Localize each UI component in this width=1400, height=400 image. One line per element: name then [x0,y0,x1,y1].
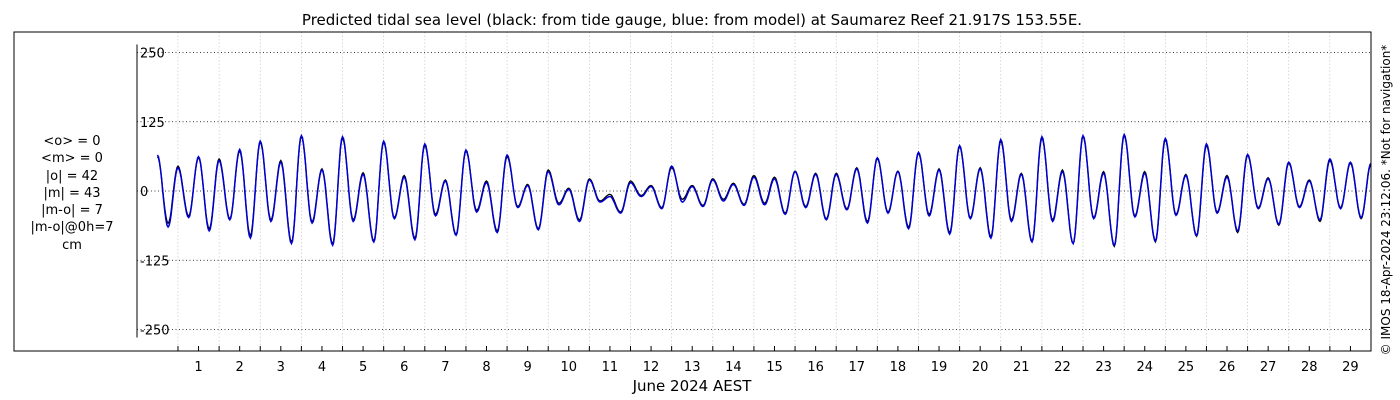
x-tick-label-27: 27 [1260,360,1277,375]
x-tick-label-29: 29 [1342,360,1359,375]
x-tick-label-23: 23 [1095,360,1112,375]
x-tick-label-18: 18 [890,360,907,375]
stats-panel: <o> = 0 <m> = 0 |o| = 42 |m| = 43 |m-o| … [22,133,122,254]
series-lines [156,132,1372,248]
x-tick-label-13: 13 [684,360,701,375]
x-tick-label-7: 7 [441,360,449,375]
gridlines [137,32,1372,351]
x-tick-label-21: 21 [1013,360,1030,375]
x-tick-label-10: 10 [561,360,578,375]
x-tick-label-6: 6 [400,360,408,375]
y-tick-label--125: -125 [140,254,170,269]
x-tick-label-20: 20 [972,360,989,375]
x-tick-label-12: 12 [643,360,660,375]
stat-abs-diff: |m-o| = 7 [41,203,103,219]
x-tick-label-1: 1 [194,360,202,375]
x-tick-label-4: 4 [318,360,326,375]
model-line [156,132,1372,248]
x-tick-label-5: 5 [359,360,367,375]
x-tick-label-16: 16 [807,360,824,375]
stat-abs-model: |m| = 43 [43,185,101,201]
stat-abs-obs: |o| = 42 [45,168,99,184]
x-tick-label-28: 28 [1301,360,1318,375]
x-tick-label-9: 9 [524,360,532,375]
x-tick-label-14: 14 [725,360,742,375]
axes: 1 2 3 4 5 6 7 8 9 10 11 12 13 14 15 16 17 18 19 20 21 22 23 24 2… [136,44,1372,375]
y-tick-label-0: 0 [140,185,148,200]
x-tick-label-25: 25 [1178,360,1195,375]
x-tick-label-17: 17 [848,360,865,375]
x-tick-label-19: 19 [931,360,948,375]
credit-note: © IMOS 18-Apr-2024 23:12:06. *Not for na… [1379,44,1393,356]
y-tick-label--250: -250 [140,324,170,339]
stat-mean-obs: <o> = 0 [43,134,101,149]
x-tick-label-3: 3 [277,360,285,375]
stat-unit: cm [62,237,82,253]
x-tick-label-22: 22 [1054,360,1071,375]
x-tick-label-15: 15 [766,360,783,375]
x-tick-label-26: 26 [1219,360,1236,375]
stat-abs-diff-0h: |m-o|@0h=7 [30,220,114,236]
chart-title: Predicted tidal sea level (black: from t… [302,11,1082,29]
x-tick-label-8: 8 [482,360,490,375]
plot-frame [13,31,1372,352]
y-tick-label-125: 125 [140,116,165,131]
x-tick-label-24: 24 [1136,360,1153,375]
x-tick-label-2: 2 [236,360,244,375]
y-tick-label-250: 250 [140,47,165,62]
stat-mean-model: <m> = 0 [41,151,103,167]
x-axis-label: June 2024 AEST [632,377,753,395]
x-tick-label-11: 11 [602,360,619,375]
